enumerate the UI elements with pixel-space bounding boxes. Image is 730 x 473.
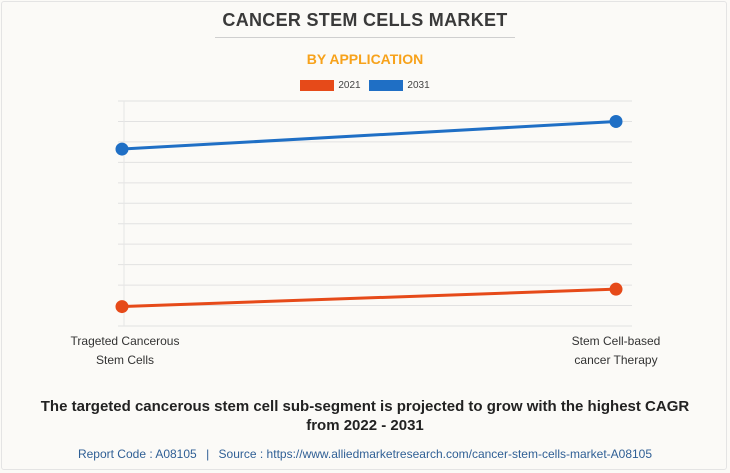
series-line-2031 — [121, 119, 617, 151]
chart-title: CANCER STEM CELLS MARKET — [222, 10, 508, 30]
x-tick-label-line: cancer Therapy — [574, 353, 657, 367]
source-url[interactable]: Source : https://www.alliedmarketresearc… — [218, 447, 653, 461]
legend-label-2021: 2021 — [338, 80, 361, 91]
data-point-2031-1 — [609, 114, 623, 128]
legend-swatch-2021 — [300, 80, 335, 91]
x-tick-label-line: Stem Cells — [96, 353, 154, 367]
data-point-2021-1 — [609, 282, 623, 296]
x-tick-label-line: Stem Cell-based — [572, 334, 661, 348]
legend-item-2021[interactable]: 2021 — [300, 80, 361, 91]
source-separator: | — [206, 447, 210, 461]
data-point-2021-0 — [115, 300, 129, 314]
x-tick-label-line: Trageted Cancerous — [71, 334, 180, 348]
x-tick-label-0: Trageted Cancerous Stem Cells — [71, 334, 180, 367]
report-code: Report Code : A08105 — [77, 447, 197, 461]
legend-label-2031: 2031 — [407, 80, 430, 91]
legend-swatch-2031 — [369, 80, 404, 91]
source-line: Report Code : A08105 | Source : https://… — [0, 447, 730, 461]
x-tick-label-1: Stem Cell-based cancer Therapy — [572, 334, 661, 367]
legend: 2021 2031 — [0, 80, 730, 91]
title-divider — [215, 37, 515, 38]
data-point-2031-0 — [115, 142, 129, 156]
chart-subtitle: BY APPLICATION — [306, 51, 424, 67]
legend-item-2031[interactable]: 2031 — [369, 80, 430, 91]
series-line-2021 — [121, 287, 617, 309]
chart-footnote: The targeted cancerous stem cell sub-seg… — [40, 398, 690, 434]
